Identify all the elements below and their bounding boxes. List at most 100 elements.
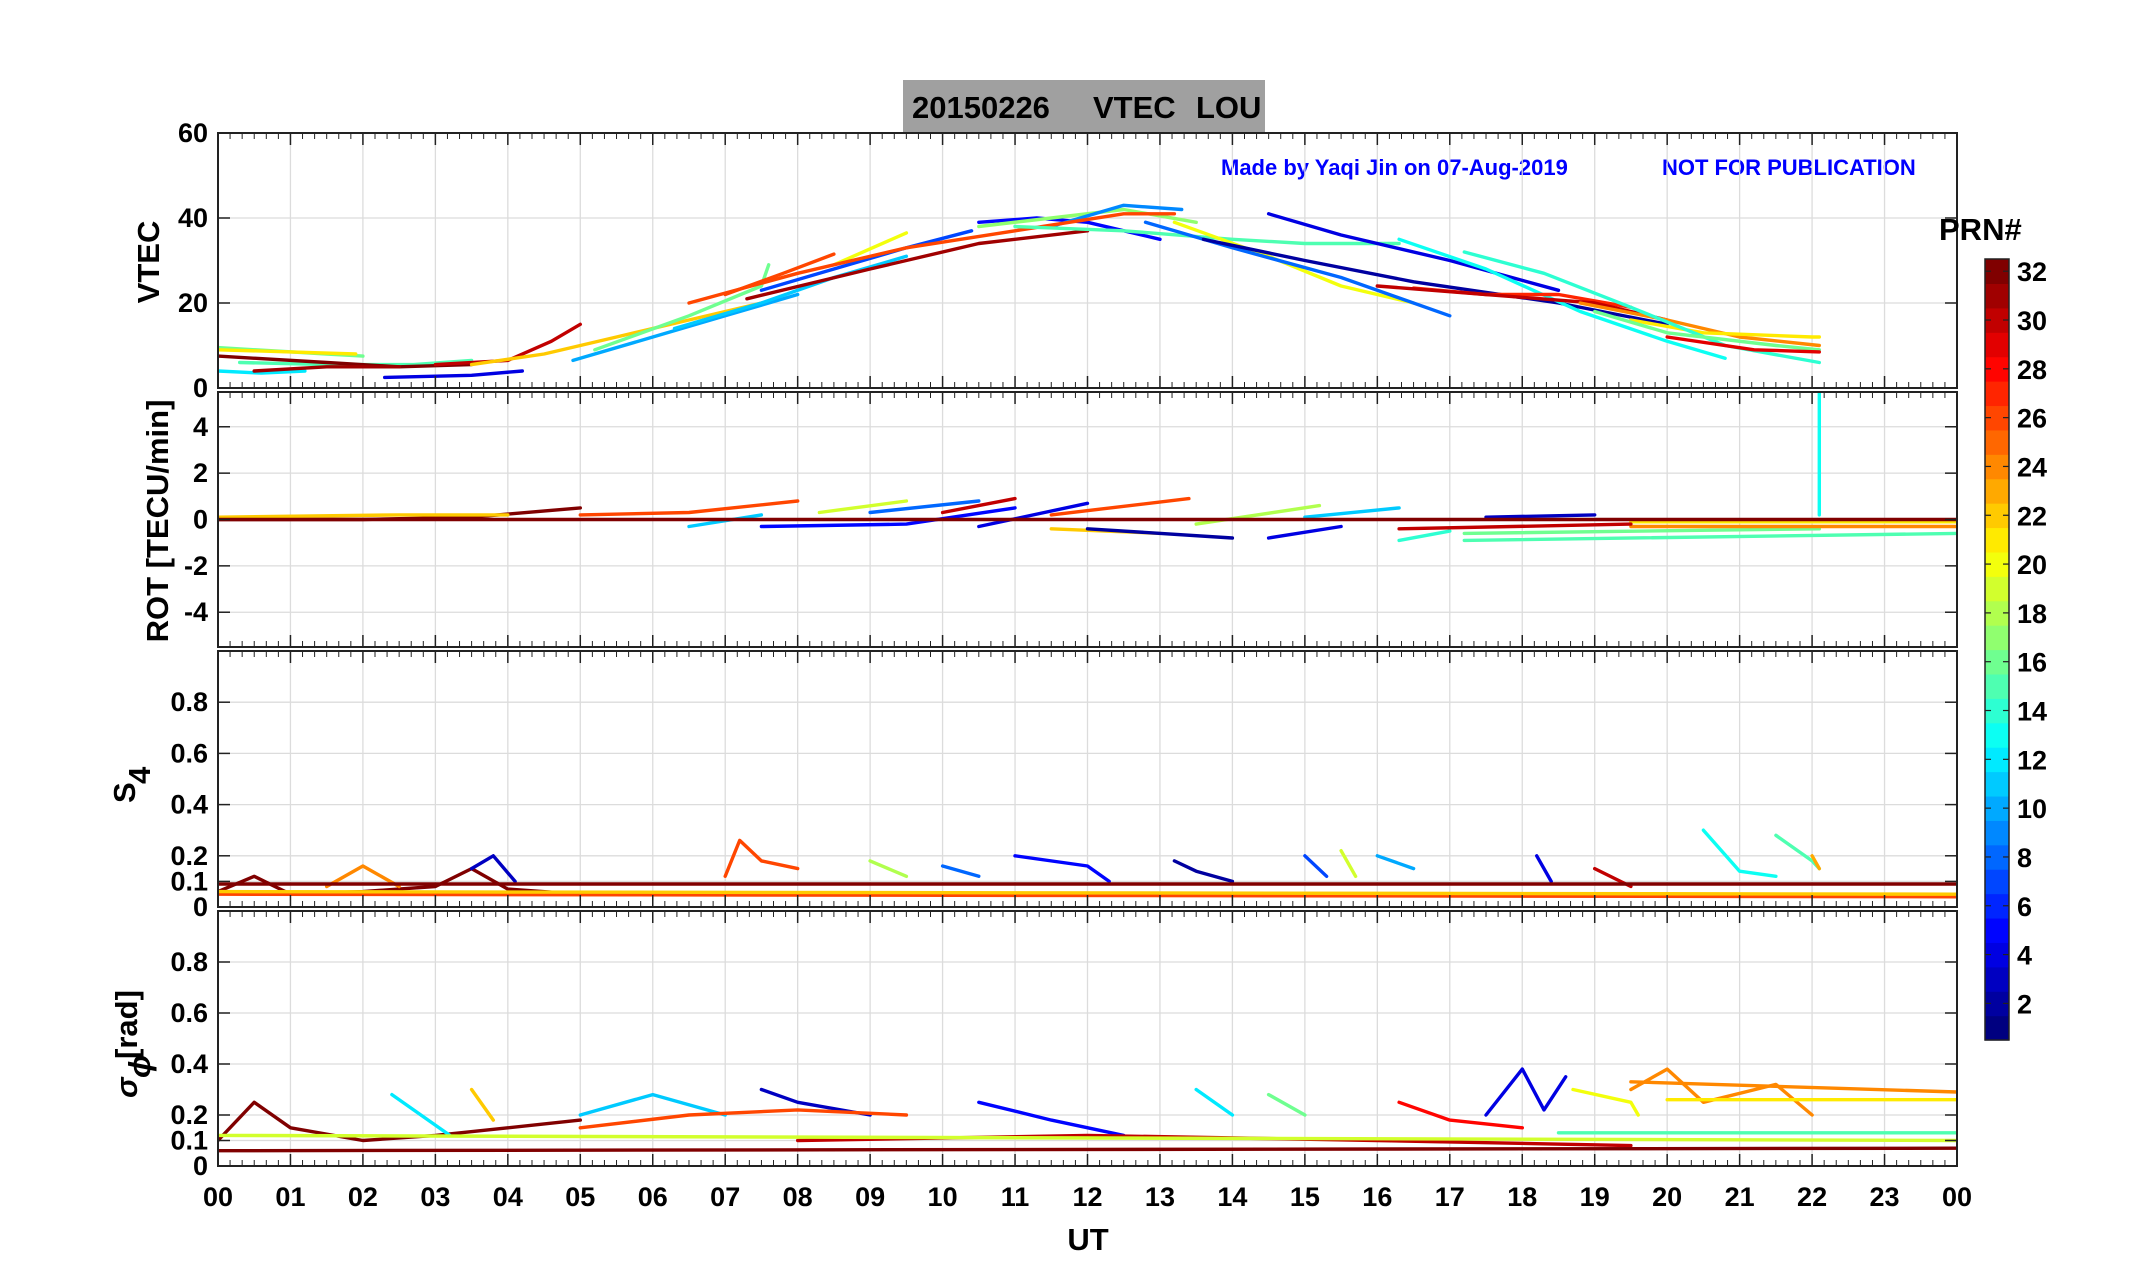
x-tick-label: 05 [565, 1182, 595, 1212]
colorbar-tick-label: 10 [2017, 794, 2047, 824]
x-tick-label: 17 [1435, 1182, 1465, 1212]
sigma-phi-ylabel: σ ϕ [rad] [109, 990, 157, 1098]
sigma-phi-panel: 00.10.2 0.4 0.6 0.8 [170, 910, 1958, 1181]
y-tick-label: 2 [193, 458, 208, 488]
y-tick-label: 0.6 [170, 738, 208, 768]
colorbar-tick-label: 6 [2017, 892, 2032, 922]
y-tick-label: 0.6 [170, 998, 208, 1028]
x-axis-label: UT [1067, 1222, 1108, 1257]
rot-panel: -4 -2 0 2 4 [184, 391, 1958, 648]
x-tick-label: 16 [1362, 1182, 1392, 1212]
y-tick-label: 60 [178, 118, 208, 148]
prn-track [469, 854, 517, 884]
prn-track [1484, 1067, 1568, 1117]
prn-track [817, 499, 909, 515]
prn-track [1629, 1080, 1957, 1094]
x-tick-label: 10 [928, 1182, 958, 1212]
prn-track [571, 292, 800, 363]
prn-track [1013, 224, 1401, 246]
colorbar-tick-label: 24 [2017, 452, 2047, 482]
annotation-notice: NOT FOR PUBLICATION [1662, 155, 1916, 180]
colorbar-segment [1985, 917, 2009, 943]
prn-track [868, 499, 981, 515]
colorbar-segment [1985, 527, 2009, 553]
prn-track [1397, 237, 1727, 360]
y-tick-label: 0.8 [170, 947, 208, 977]
prn-track [1085, 527, 1235, 540]
colorbar-tick-label: 20 [2017, 550, 2047, 580]
title-box [903, 80, 1265, 132]
prn-track [672, 254, 909, 331]
prn-track [218, 513, 510, 519]
prn-track [469, 301, 764, 367]
x-tick-label: 01 [275, 1182, 305, 1212]
prn-track [1266, 524, 1343, 540]
colorbar-segment [1985, 1015, 2009, 1041]
prn-track [1172, 859, 1235, 884]
prn-track [1810, 854, 1822, 871]
colorbar-segment [1985, 576, 2009, 602]
svg-text:σ: σ [109, 1076, 144, 1098]
title-date: 20150226 [912, 90, 1050, 125]
y-tick-label: 0.1 [170, 1126, 208, 1156]
prn-track [469, 1087, 495, 1122]
prn-track [1049, 203, 1184, 229]
prn-track [832, 231, 909, 267]
prn-track [218, 889, 1957, 896]
y-tick-label: 0.4 [170, 1049, 208, 1079]
colorbar-tick-label: 14 [2017, 697, 2047, 727]
y-tick-label: 0.4 [170, 790, 208, 820]
colorbar-segment [1985, 673, 2009, 699]
prn-track [1172, 220, 1416, 305]
y-tick-label: 4 [193, 412, 208, 442]
x-tick-label: 06 [638, 1182, 668, 1212]
prn-track [977, 501, 1090, 529]
x-tick-label: 09 [855, 1182, 885, 1212]
y-tick-label: 40 [178, 203, 208, 233]
prn-track [1462, 527, 1822, 536]
prn-track [977, 1100, 1126, 1138]
prn-track [578, 1108, 909, 1130]
colorbar-segment [1985, 820, 2009, 846]
y-tick-label: -2 [184, 551, 208, 581]
prn-track [1484, 513, 1597, 519]
colorbar-segment [1985, 966, 2009, 992]
prn-track [1303, 854, 1329, 878]
prn-track [433, 322, 582, 367]
colorbar-tick-label: 26 [2017, 404, 2047, 434]
prn-track [1571, 1087, 1640, 1117]
prn-track [1375, 854, 1416, 871]
colorbar-segment [1985, 283, 2009, 309]
x-tick-label: 20 [1652, 1182, 1682, 1212]
prn-track [1629, 1067, 1814, 1117]
prn-track [759, 229, 974, 292]
svg-text:[rad]: [rad] [109, 990, 144, 1059]
colorbar-tick-label: 28 [2017, 355, 2047, 385]
prn-track [687, 212, 1177, 305]
prn-track [723, 838, 800, 878]
x-tick-label: 23 [1870, 1182, 1900, 1212]
y-tick-label: 0.1 [170, 866, 208, 896]
svg-text:ϕ: ϕ [122, 1055, 157, 1078]
prn-track [218, 1100, 582, 1143]
colorbar-tick-label: 18 [2017, 599, 2047, 629]
y-tick-label: -4 [184, 597, 208, 627]
x-tick-label: 02 [348, 1182, 378, 1212]
colorbar-tick-label: 12 [2017, 745, 2047, 775]
prn-track [1194, 503, 1322, 526]
colorbar-tick-label: 22 [2017, 501, 2047, 531]
colorbar-segment [1985, 722, 2009, 748]
colorbar-frame [1984, 258, 2010, 1041]
x-tick-label: 07 [710, 1182, 740, 1212]
x-tick-label: 14 [1217, 1182, 1247, 1212]
prn-track [1462, 531, 1957, 543]
x-tick-label: 21 [1725, 1182, 1755, 1212]
y-tick-label: 0.8 [170, 687, 208, 717]
x-tick-label: 13 [1145, 1182, 1175, 1212]
x-tick-label: 12 [1072, 1182, 1102, 1212]
prn-track [745, 229, 1090, 301]
x-tick-label: 00 [1942, 1182, 1972, 1212]
x-tick-label: 04 [493, 1182, 523, 1212]
prn-track [1397, 522, 1633, 531]
